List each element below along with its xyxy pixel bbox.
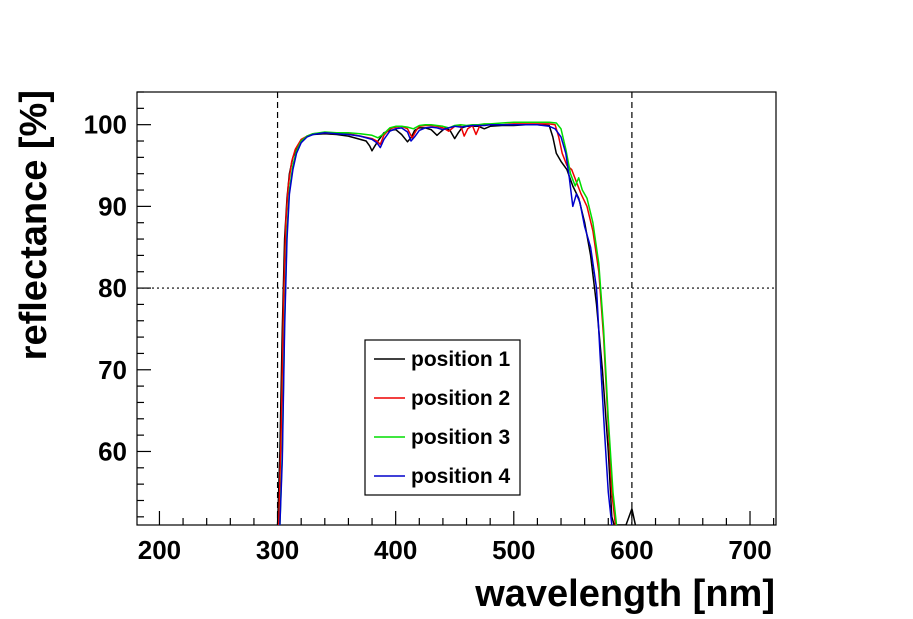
- y-tick-label: 70: [98, 355, 127, 385]
- x-tick-label: 700: [728, 535, 771, 565]
- y-tick-label: 80: [98, 273, 127, 303]
- x-tick-label: 300: [256, 535, 299, 565]
- legend-label-2: position 2: [411, 387, 510, 410]
- x-tick-label: 400: [374, 535, 417, 565]
- x-axis-title: wavelength [nm]: [474, 573, 775, 615]
- x-tick-label: 600: [610, 535, 653, 565]
- legend-label-4: position 4: [411, 465, 510, 488]
- legend-label-3: position 3: [411, 426, 510, 449]
- y-tick-label: 60: [98, 436, 127, 466]
- legend-label-1: position 1: [411, 348, 510, 371]
- series-line-position-4: [279, 123, 613, 525]
- y-tick-label: 100: [84, 110, 127, 140]
- y-tick-label: 90: [98, 191, 127, 221]
- x-tick-label: 500: [492, 535, 535, 565]
- x-tick-label: 200: [138, 535, 181, 565]
- legend-box: [364, 339, 521, 496]
- plot-frame: [136, 91, 777, 526]
- y-axis-title: reflectance [%]: [13, 90, 55, 360]
- legend: position 1 position 2 position 3 position 4: [364, 339, 521, 496]
